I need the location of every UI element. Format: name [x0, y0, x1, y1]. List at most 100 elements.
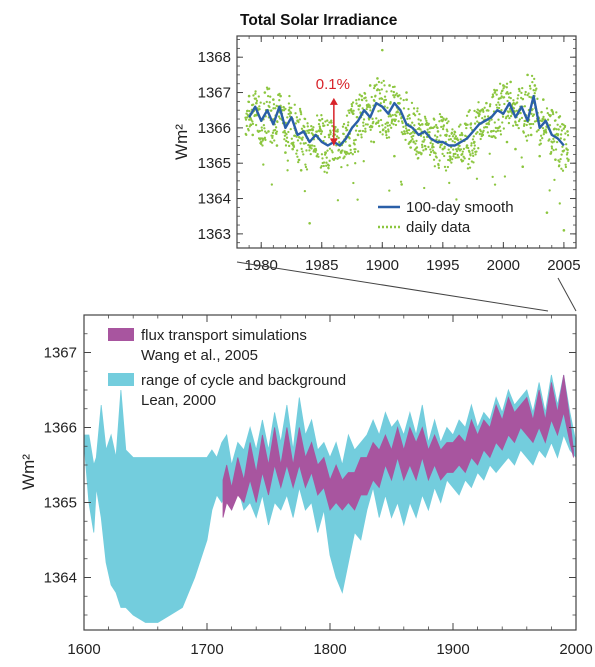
daily-data-point — [294, 122, 297, 125]
daily-data-point — [286, 169, 289, 172]
daily-data-point — [420, 143, 424, 146]
daily-data-point — [387, 115, 390, 118]
daily-data-point — [374, 94, 377, 97]
daily-data-point — [499, 129, 502, 133]
daily-data-point — [299, 111, 303, 114]
daily-data-point — [456, 138, 460, 142]
daily-data-point — [451, 135, 455, 138]
daily-data-point — [308, 149, 311, 152]
daily-data-point — [473, 147, 476, 150]
daily-data-point — [326, 123, 329, 127]
daily-data-point — [287, 108, 291, 112]
bottom-x-tick-label: 2000 — [559, 641, 592, 658]
daily-data-point — [417, 156, 420, 160]
daily-data-point — [380, 81, 383, 84]
daily-data-point — [392, 94, 395, 97]
daily-data-point — [541, 126, 545, 130]
daily-data-point — [282, 106, 285, 109]
daily-data-point — [314, 149, 318, 152]
daily-data-point — [262, 163, 265, 166]
daily-data-point — [394, 118, 397, 121]
daily-data-point — [486, 115, 490, 118]
daily-data-point — [457, 125, 461, 128]
daily-data-point — [344, 126, 348, 130]
top-y-axis-title: Wm² — [172, 124, 191, 160]
daily-data-point — [271, 136, 274, 140]
daily-data-point — [557, 115, 561, 119]
daily-data-point — [399, 180, 403, 183]
daily-data-point — [525, 139, 529, 142]
daily-data-point — [343, 155, 346, 158]
daily-data-point — [261, 144, 264, 147]
daily-data-point — [491, 93, 495, 96]
daily-data-point — [493, 91, 497, 94]
daily-data-point — [477, 112, 481, 116]
daily-data-point — [482, 129, 485, 132]
daily-data-point — [317, 122, 321, 126]
daily-data-point — [559, 137, 562, 140]
daily-data-point — [298, 158, 301, 162]
daily-data-point — [412, 140, 415, 143]
daily-data-point — [559, 157, 562, 161]
daily-data-point — [288, 94, 291, 98]
daily-data-point — [258, 105, 261, 108]
daily-data-point — [471, 149, 474, 152]
daily-data-point — [251, 122, 255, 126]
daily-data-point — [550, 145, 553, 148]
daily-data-point — [390, 121, 393, 125]
daily-data-point — [556, 123, 559, 126]
daily-data-point — [274, 126, 278, 129]
daily-data-point — [450, 131, 454, 134]
daily-data-point — [327, 133, 331, 137]
daily-data-point — [294, 112, 297, 115]
daily-data-point — [436, 126, 439, 130]
daily-data-point — [526, 93, 529, 97]
daily-data-point — [301, 138, 304, 141]
daily-data-point — [351, 101, 355, 104]
daily-data-point — [263, 136, 267, 139]
daily-data-point — [339, 151, 343, 154]
daily-data-point — [431, 149, 435, 152]
daily-data-point — [497, 106, 501, 110]
daily-data-point — [535, 87, 538, 90]
daily-data-point — [420, 123, 424, 126]
daily-data-point — [440, 125, 443, 129]
daily-data-point — [247, 100, 251, 104]
daily-data-point — [356, 133, 360, 137]
daily-data-point — [303, 125, 306, 129]
daily-data-point — [378, 89, 381, 92]
daily-data-point — [532, 89, 535, 92]
daily-data-point — [490, 118, 493, 121]
daily-data-point — [325, 156, 328, 159]
daily-data-point — [562, 127, 565, 130]
daily-data-point — [469, 126, 472, 129]
daily-data-point — [260, 126, 263, 129]
daily-data-point — [306, 129, 309, 132]
daily-data-point — [330, 121, 333, 124]
daily-data-point — [470, 144, 473, 147]
daily-data-point — [502, 96, 506, 99]
daily-data-point — [309, 152, 312, 156]
daily-data-point — [448, 134, 451, 138]
daily-data-point — [405, 98, 409, 101]
daily-data-point — [546, 111, 549, 115]
daily-data-point — [423, 186, 426, 190]
daily-data-point — [466, 167, 470, 170]
daily-data-point — [552, 148, 555, 152]
daily-data-point — [415, 150, 418, 153]
daily-data-point — [439, 134, 442, 137]
daily-data-point — [502, 127, 505, 130]
daily-data-point — [424, 147, 428, 151]
daily-data-point — [316, 152, 319, 156]
daily-data-point — [354, 162, 357, 165]
daily-data-point — [265, 100, 268, 104]
daily-data-point — [391, 113, 394, 117]
daily-data-point — [388, 189, 391, 192]
daily-data-point — [505, 86, 508, 89]
daily-data-point — [254, 123, 258, 127]
daily-data-point — [508, 116, 511, 120]
top-x-tick-label: 1985 — [305, 257, 338, 274]
daily-data-point — [433, 165, 437, 168]
daily-data-point — [459, 123, 462, 126]
daily-data-point — [565, 153, 569, 156]
